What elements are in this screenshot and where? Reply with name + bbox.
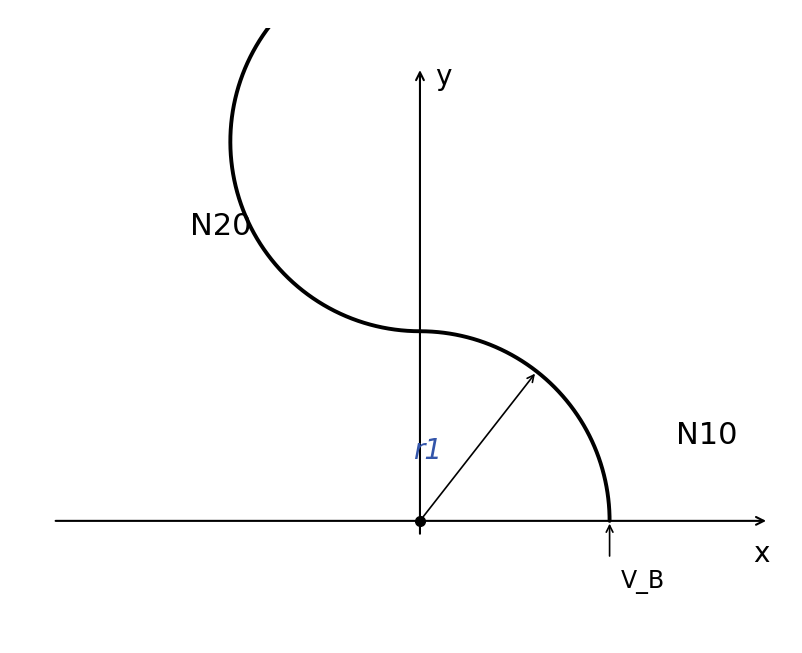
Text: N10: N10	[676, 421, 738, 450]
Text: V_B: V_B	[621, 570, 665, 594]
Text: y: y	[435, 63, 452, 91]
Text: x: x	[753, 540, 769, 568]
Text: r1: r1	[413, 436, 442, 464]
Text: N20: N20	[190, 212, 252, 242]
